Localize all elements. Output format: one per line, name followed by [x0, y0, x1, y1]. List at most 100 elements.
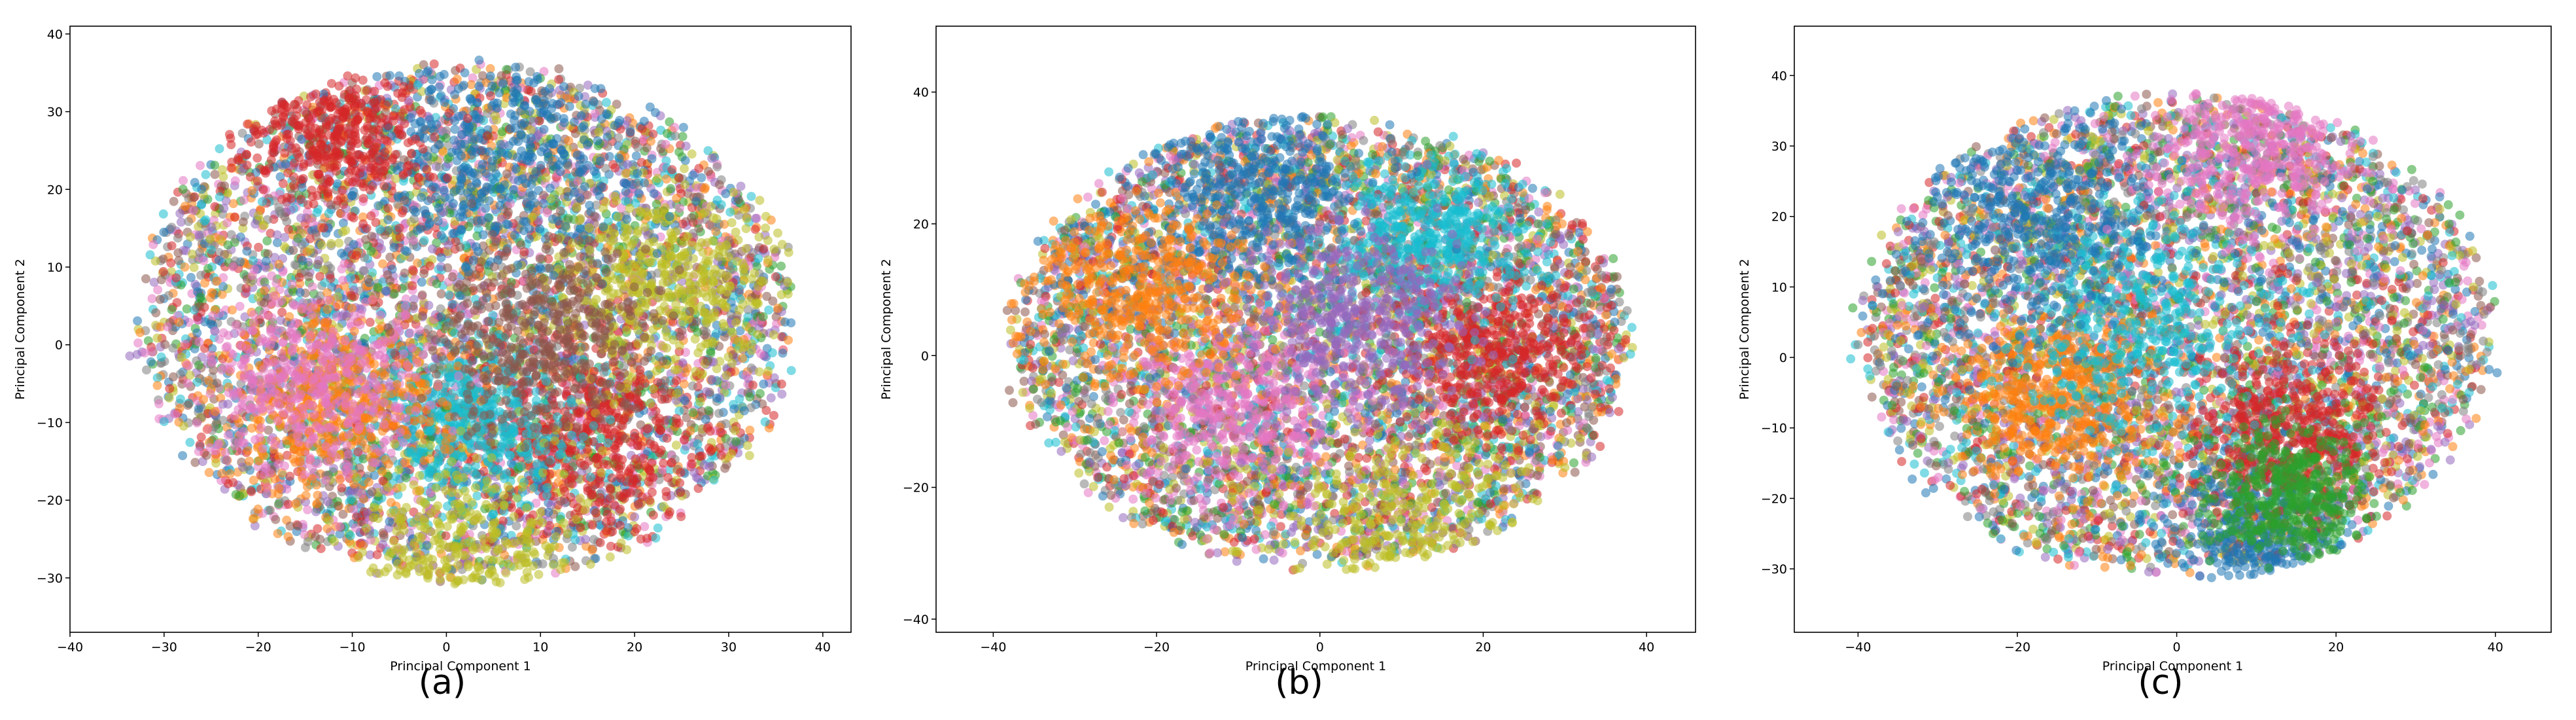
scatter-point	[590, 109, 600, 118]
scatter-point	[438, 147, 447, 157]
scatter-point	[199, 256, 209, 266]
scatter-point	[145, 250, 155, 260]
scatter-point	[317, 240, 326, 250]
scatter-point	[746, 363, 756, 373]
scatter-point	[425, 261, 435, 271]
scatter-point	[682, 413, 691, 422]
scatter-point	[231, 490, 241, 499]
scatter-point	[215, 192, 224, 202]
scatter-point	[444, 290, 454, 300]
scatter-point	[223, 240, 233, 250]
scatter-point	[594, 127, 604, 137]
scatter-point	[264, 425, 273, 435]
scatter-point	[335, 522, 345, 531]
scatter-point	[135, 328, 145, 338]
scatter-point	[642, 143, 652, 153]
scatter-point	[253, 504, 263, 514]
scatter-point	[182, 304, 192, 314]
scatter-point	[360, 253, 369, 262]
scatter-point	[189, 262, 199, 272]
scatter-point	[294, 272, 304, 282]
scatter-point	[478, 230, 488, 240]
scatter-point	[182, 360, 192, 370]
scatter-point	[563, 529, 572, 539]
scatter-point	[262, 236, 272, 246]
scatter-point	[273, 529, 283, 539]
scatter-point	[338, 509, 348, 519]
scatter-point	[334, 238, 344, 248]
scatter-point	[316, 544, 326, 554]
scatter-point	[196, 293, 205, 302]
scatter-point	[587, 545, 597, 555]
scatter-point	[378, 539, 388, 549]
scatter-point	[190, 279, 200, 289]
scatter-point	[466, 80, 476, 90]
scatter-points	[125, 55, 796, 589]
panel-0: −40 −30 −20 −10 0 10 20 30 40−30−20−10010203040P…	[13, 26, 852, 702]
scatter-point	[160, 340, 170, 350]
scatter-point	[701, 327, 711, 337]
scatter-point	[263, 249, 273, 259]
scatter-point	[701, 414, 710, 424]
scatter-point	[197, 200, 206, 209]
scatter-point	[156, 275, 166, 285]
scatter-point	[743, 312, 753, 321]
scatter-point	[606, 541, 616, 551]
scatter-point	[358, 454, 368, 463]
scatter-point	[288, 245, 298, 255]
scatter-point	[195, 302, 205, 312]
scatter-point	[326, 239, 336, 249]
scatter-point	[754, 254, 763, 263]
scatter-point	[751, 213, 761, 223]
scatter-point	[519, 247, 529, 257]
scatter-point	[133, 338, 143, 348]
scatter-point	[400, 268, 409, 278]
scatter-point	[351, 523, 360, 533]
scatter-point	[205, 234, 215, 244]
scatter-point	[756, 349, 766, 359]
scatter-point	[280, 232, 290, 242]
scatter-point	[217, 289, 227, 299]
scatter-point	[693, 439, 703, 449]
scatter-point	[251, 219, 260, 229]
scatter-point	[142, 365, 151, 375]
scatter-point	[175, 394, 185, 404]
scatter-point	[409, 236, 419, 245]
scatter-point	[553, 477, 563, 487]
scatter-point	[769, 410, 778, 420]
scatter-point	[228, 478, 238, 488]
scatter-point	[720, 463, 730, 473]
scatter-point	[762, 291, 772, 301]
scatter-point	[554, 64, 564, 74]
scatter-point	[704, 166, 713, 176]
scatter-point	[201, 215, 211, 225]
scatter-point	[192, 328, 202, 338]
scatter-point	[335, 529, 345, 539]
scatter-point	[419, 269, 429, 279]
scatter-point	[784, 335, 793, 345]
scatter-point	[625, 127, 635, 137]
scatter-point	[678, 132, 688, 141]
scatter-point	[707, 153, 717, 163]
scatter-point	[455, 291, 464, 300]
scatter-point	[158, 266, 168, 276]
scatter-point	[166, 258, 176, 268]
scatter-point	[189, 192, 199, 202]
scatter-point	[651, 533, 661, 543]
scatter-point	[409, 266, 419, 276]
scatter-point	[272, 238, 282, 247]
scatter-point	[556, 496, 566, 506]
scatter-point	[210, 202, 220, 211]
scatter-point	[617, 203, 626, 213]
scatter-point	[158, 209, 168, 219]
scatter-point	[286, 205, 296, 215]
scatter-point	[190, 458, 200, 467]
scatter-point	[773, 303, 783, 313]
scatter-point	[210, 160, 220, 170]
scatter-point	[345, 531, 355, 541]
scatter-point	[741, 370, 751, 380]
scatter-point	[303, 537, 313, 547]
scatter-point	[150, 256, 160, 266]
scatter-point	[412, 226, 422, 236]
